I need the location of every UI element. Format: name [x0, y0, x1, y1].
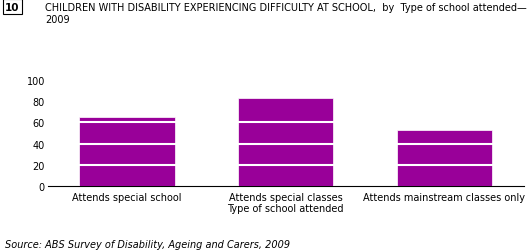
Text: 10: 10: [5, 3, 20, 13]
Bar: [238, 99, 333, 186]
Bar: [397, 130, 492, 186]
Text: CHILDREN WITH DISABILITY EXPERIENCING DIFFICULTY AT SCHOOL,  by  Type of school : CHILDREN WITH DISABILITY EXPERIENCING DI…: [45, 3, 527, 25]
Text: Source: ABS Survey of Disability, Ageing and Carers, 2009: Source: ABS Survey of Disability, Ageing…: [5, 239, 290, 249]
Bar: [79, 118, 175, 186]
